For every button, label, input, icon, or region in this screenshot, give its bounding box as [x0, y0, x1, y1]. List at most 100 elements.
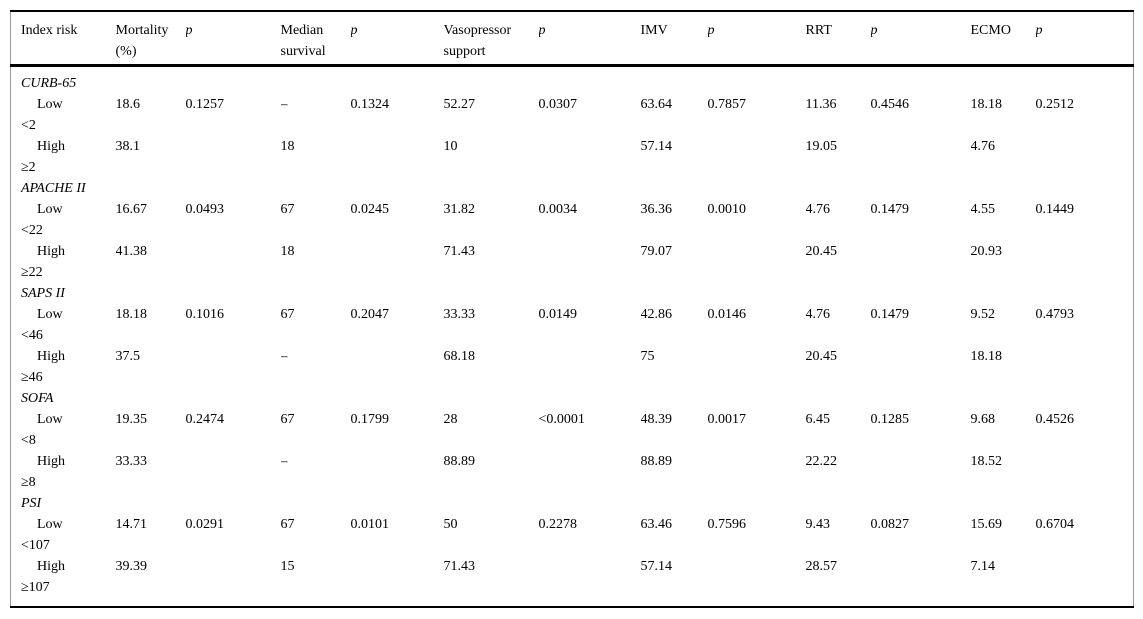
value-cell	[351, 241, 444, 283]
value-cell: 22.22	[805, 454, 838, 469]
value-cell: 50	[443, 517, 458, 532]
value-cell: 10	[443, 139, 458, 154]
value-cell: 18	[280, 244, 295, 259]
value-cell: 67	[280, 412, 295, 427]
value-cell: 33.33	[443, 307, 476, 322]
value-cell: 0.1479	[870, 307, 910, 322]
value-cell: 4.55	[970, 202, 996, 217]
value-cell: 63.64	[640, 97, 673, 112]
value-cell: 33.33	[115, 454, 148, 469]
column-header-p: p	[350, 11, 444, 67]
value-cell: 0.1324	[350, 97, 390, 112]
value-cell: 18.6	[115, 97, 141, 112]
value-cell	[351, 556, 444, 607]
value-cell: 0.0034	[538, 202, 578, 217]
value-cell	[539, 136, 641, 178]
value-cell: 0.0149	[538, 307, 578, 322]
row-label-cell: Low <107	[11, 514, 116, 556]
risk-level-label: High	[37, 559, 65, 574]
value-cell	[708, 556, 806, 607]
value-cell: 0.0146	[707, 307, 747, 322]
value-cell: 0.1479	[870, 202, 910, 217]
value-cell	[186, 241, 281, 283]
value-cell	[539, 346, 641, 388]
table-row: Low <22 16.67 0.0493 67 0.0245 31.82 0.0034 36.3…	[11, 199, 1134, 241]
value-cell: 15.69	[970, 517, 1003, 532]
value-cell	[186, 451, 281, 493]
risk-level-label: Low	[37, 517, 63, 532]
value-cell: 68.18	[443, 349, 476, 364]
column-header-p: p	[538, 11, 641, 67]
value-cell: <0.0001	[538, 412, 585, 427]
value-cell: 0.0493	[185, 202, 225, 217]
value-cell: 0.6704	[1035, 517, 1075, 532]
value-cell: 0.2512	[1035, 97, 1075, 112]
value-cell: 39.39	[115, 559, 148, 574]
table-row: Low <2 18.6 0.1257–0.1324 52.27 0.0307 63.64 0.…	[11, 94, 1134, 136]
column-header-p: p	[870, 11, 971, 67]
column-header-p: p	[707, 11, 806, 67]
value-cell: 20.93	[970, 244, 1003, 259]
row-label-cell: Low <8	[11, 409, 116, 451]
table-row: Low <107 14.71 0.0291 67 0.0101 50 0.2278 63.46 0…	[11, 514, 1134, 556]
value-cell: 6.45	[805, 412, 831, 427]
value-cell: 88.89	[640, 454, 673, 469]
table-row: High ≥2 38.1 18 10 57.14 19.05 4.76	[11, 136, 1134, 178]
risk-level-label: High	[37, 349, 65, 364]
column-header-p: p	[185, 11, 281, 67]
value-cell: 15	[280, 559, 295, 574]
value-cell: 31.82	[443, 202, 476, 217]
value-cell: 0.4526	[1035, 412, 1075, 427]
value-cell: 57.14	[640, 139, 673, 154]
table-row: Low <46 18.18 0.1016 67 0.2047 33.33 0.0149 42.8…	[11, 304, 1134, 346]
value-cell: 79.07	[640, 244, 673, 259]
value-cell: 57.14	[640, 559, 673, 574]
value-cell	[351, 346, 444, 388]
value-cell: –	[280, 454, 288, 469]
column-header-p: p	[1035, 11, 1134, 67]
value-cell: 0.0101	[350, 517, 390, 532]
index-group-name: SOFA	[21, 391, 54, 406]
risk-threshold-label: <46	[21, 328, 43, 343]
value-cell	[539, 241, 641, 283]
value-cell: 28	[443, 412, 458, 427]
risk-threshold-label: ≥2	[21, 160, 36, 175]
value-cell: 0.1257	[185, 97, 225, 112]
value-cell: 71.43	[443, 244, 476, 259]
value-cell: 0.7857	[707, 97, 747, 112]
risk-level-label: Low	[37, 307, 63, 322]
value-cell: 19.05	[805, 139, 838, 154]
index-group-name: SAPS II	[21, 286, 65, 301]
value-cell: 14.71	[115, 517, 148, 532]
value-cell: 67	[280, 307, 295, 322]
value-cell: 18.18	[970, 349, 1003, 364]
value-cell	[351, 136, 444, 178]
risk-threshold-label: <8	[21, 433, 36, 448]
value-cell: 0.0017	[707, 412, 747, 427]
value-cell: 0.2278	[538, 517, 578, 532]
risk-threshold-label: ≥107	[21, 580, 50, 595]
value-cell: 0.2474	[185, 412, 225, 427]
value-cell: 0.0291	[185, 517, 225, 532]
value-cell: 38.1	[115, 139, 141, 154]
value-cell: 0.1285	[870, 412, 910, 427]
risk-threshold-label: <2	[21, 118, 36, 133]
value-cell	[871, 451, 971, 493]
value-cell: –	[280, 97, 288, 112]
column-header: IMV	[640, 11, 708, 67]
index-group-row: APACHE II	[11, 178, 1134, 199]
risk-level-label: High	[37, 454, 65, 469]
value-cell: 0.0827	[870, 517, 910, 532]
index-group-row: SAPS II	[11, 283, 1134, 304]
value-cell	[1036, 346, 1134, 388]
index-group-name: PSI	[21, 496, 42, 511]
value-cell: 19.35	[115, 412, 148, 427]
value-cell: 9.68	[970, 412, 996, 427]
column-header: ECMO	[970, 11, 1036, 67]
value-cell	[539, 556, 641, 607]
table-row: High ≥46 37.5 – 68.18 75 20.45 18.18	[11, 346, 1134, 388]
value-cell	[1036, 241, 1134, 283]
value-cell: 0.0245	[350, 202, 390, 217]
column-header: Index risk	[10, 11, 116, 67]
value-cell	[186, 556, 281, 607]
